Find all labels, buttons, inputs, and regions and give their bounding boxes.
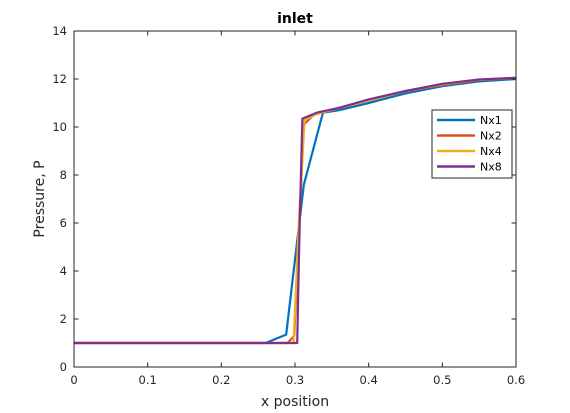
legend-label: Nx1 [480,114,502,127]
x-tick-label: 0.3 [286,373,304,387]
y-tick-label: 2 [60,312,67,326]
tick-layer: 0 0.1 0.2 0.3 0.4 0.5 0.6 0 2 4 6 8 10 12 14 [52,24,525,387]
legend-label: Nx8 [480,161,502,174]
x-tick-label: 0 [70,373,77,387]
x-tick-label: 0.6 [507,373,525,387]
chart-title: inlet [277,11,313,27]
series-line-nx1 [74,77,517,345]
x-tick-label: 0.1 [139,373,157,387]
y-tick-label: 8 [60,168,67,182]
x-axis-title: x position [261,394,329,410]
series-line-nx8 [74,76,517,345]
x-tick-label: 0.2 [212,373,230,387]
y-tick-label: 0 [60,360,67,374]
legend: Nx1 Nx2 Nx4 Nx8 [431,109,513,179]
series-layer [74,76,517,345]
x-tick-label: 0.4 [360,373,378,387]
legend-label: Nx2 [480,130,502,143]
y-tick-label: 14 [52,24,67,38]
y-tick-label: 6 [60,216,67,230]
x-tick-label: 0.5 [433,373,451,387]
y-tick-label: 12 [52,72,67,86]
y-tick-label: 10 [52,120,67,134]
legend-label: Nx4 [480,145,502,158]
y-tick-label: 4 [60,264,67,278]
y-axis-title: Pressure, P [32,160,48,237]
